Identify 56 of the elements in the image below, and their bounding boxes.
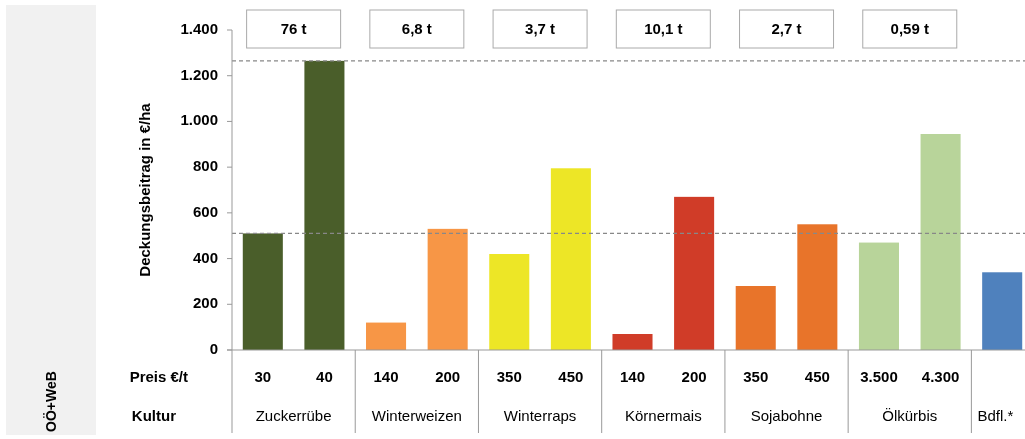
x-tick-label: 140 — [619, 367, 646, 385]
text: Ölkürbis — [882, 406, 938, 424]
y-tick-label: 1.000 — [180, 111, 218, 129]
label-box: 3,7 t — [492, 9, 588, 49]
annotation: 2,7 t — [771, 19, 802, 37]
bar — [674, 196, 715, 350]
text: Körnermais — [624, 406, 702, 424]
annotation: 0,59 t — [890, 19, 929, 37]
label-box: 2,7 t — [739, 9, 835, 49]
bar — [858, 242, 899, 350]
y-tick-label: 0 — [209, 339, 218, 357]
text: Bdfl.* — [977, 406, 1014, 424]
annotation: 76 t — [280, 19, 307, 37]
y-tick-label: 200 — [192, 294, 218, 312]
text: Preis €/t — [129, 367, 188, 385]
y-tick-label: 600 — [192, 202, 218, 220]
bar — [612, 334, 653, 350]
text: Kultur — [131, 406, 177, 424]
label-box: 76 t — [246, 9, 342, 49]
y-tick-label: 400 — [192, 248, 218, 266]
x-tick-label: 3.500 — [860, 367, 898, 385]
x-tick-label: 200 — [681, 367, 707, 385]
label-box: 10,1 t — [615, 9, 711, 49]
text: OÖ+WeB — [42, 371, 59, 432]
bar — [427, 228, 468, 350]
bar — [982, 272, 1023, 350]
y-tick-label: 1.400 — [180, 19, 218, 37]
x-tick-label: 140 — [373, 367, 399, 385]
bar — [735, 286, 776, 350]
text: Zuckerrübe — [255, 406, 332, 424]
bar — [550, 168, 591, 350]
x-tick-label: 450 — [558, 367, 584, 385]
x-tick-label: 350 — [496, 367, 522, 385]
y-tick-label: 1.200 — [180, 65, 218, 83]
x-tick-label: 350 — [743, 367, 769, 385]
y-axis-title: Deckungsbeitrag in €/ha — [136, 102, 153, 277]
bar — [242, 233, 283, 350]
x-tick-label: 40 — [316, 367, 333, 385]
annotation: 6,8 t — [401, 19, 432, 37]
x-tick-label: 200 — [435, 367, 461, 385]
text: Winterweizen — [371, 406, 462, 424]
x-tick-label: 450 — [804, 367, 830, 385]
text: Winterraps — [503, 406, 577, 424]
annotation: 3,7 t — [525, 19, 556, 37]
y-tick-label: 800 — [192, 157, 218, 175]
bar — [489, 254, 530, 350]
annotation: 10,1 t — [644, 19, 683, 37]
bar — [920, 134, 961, 350]
label-box: 0,59 t — [862, 9, 958, 49]
bar — [304, 60, 345, 350]
x-tick-label: 4.300 — [921, 367, 960, 385]
x-tick-label: 30 — [254, 367, 272, 385]
bar — [366, 322, 407, 350]
bar — [797, 224, 838, 350]
label-box: 6,8 t — [369, 9, 465, 49]
text: Sojabohne — [750, 406, 823, 424]
